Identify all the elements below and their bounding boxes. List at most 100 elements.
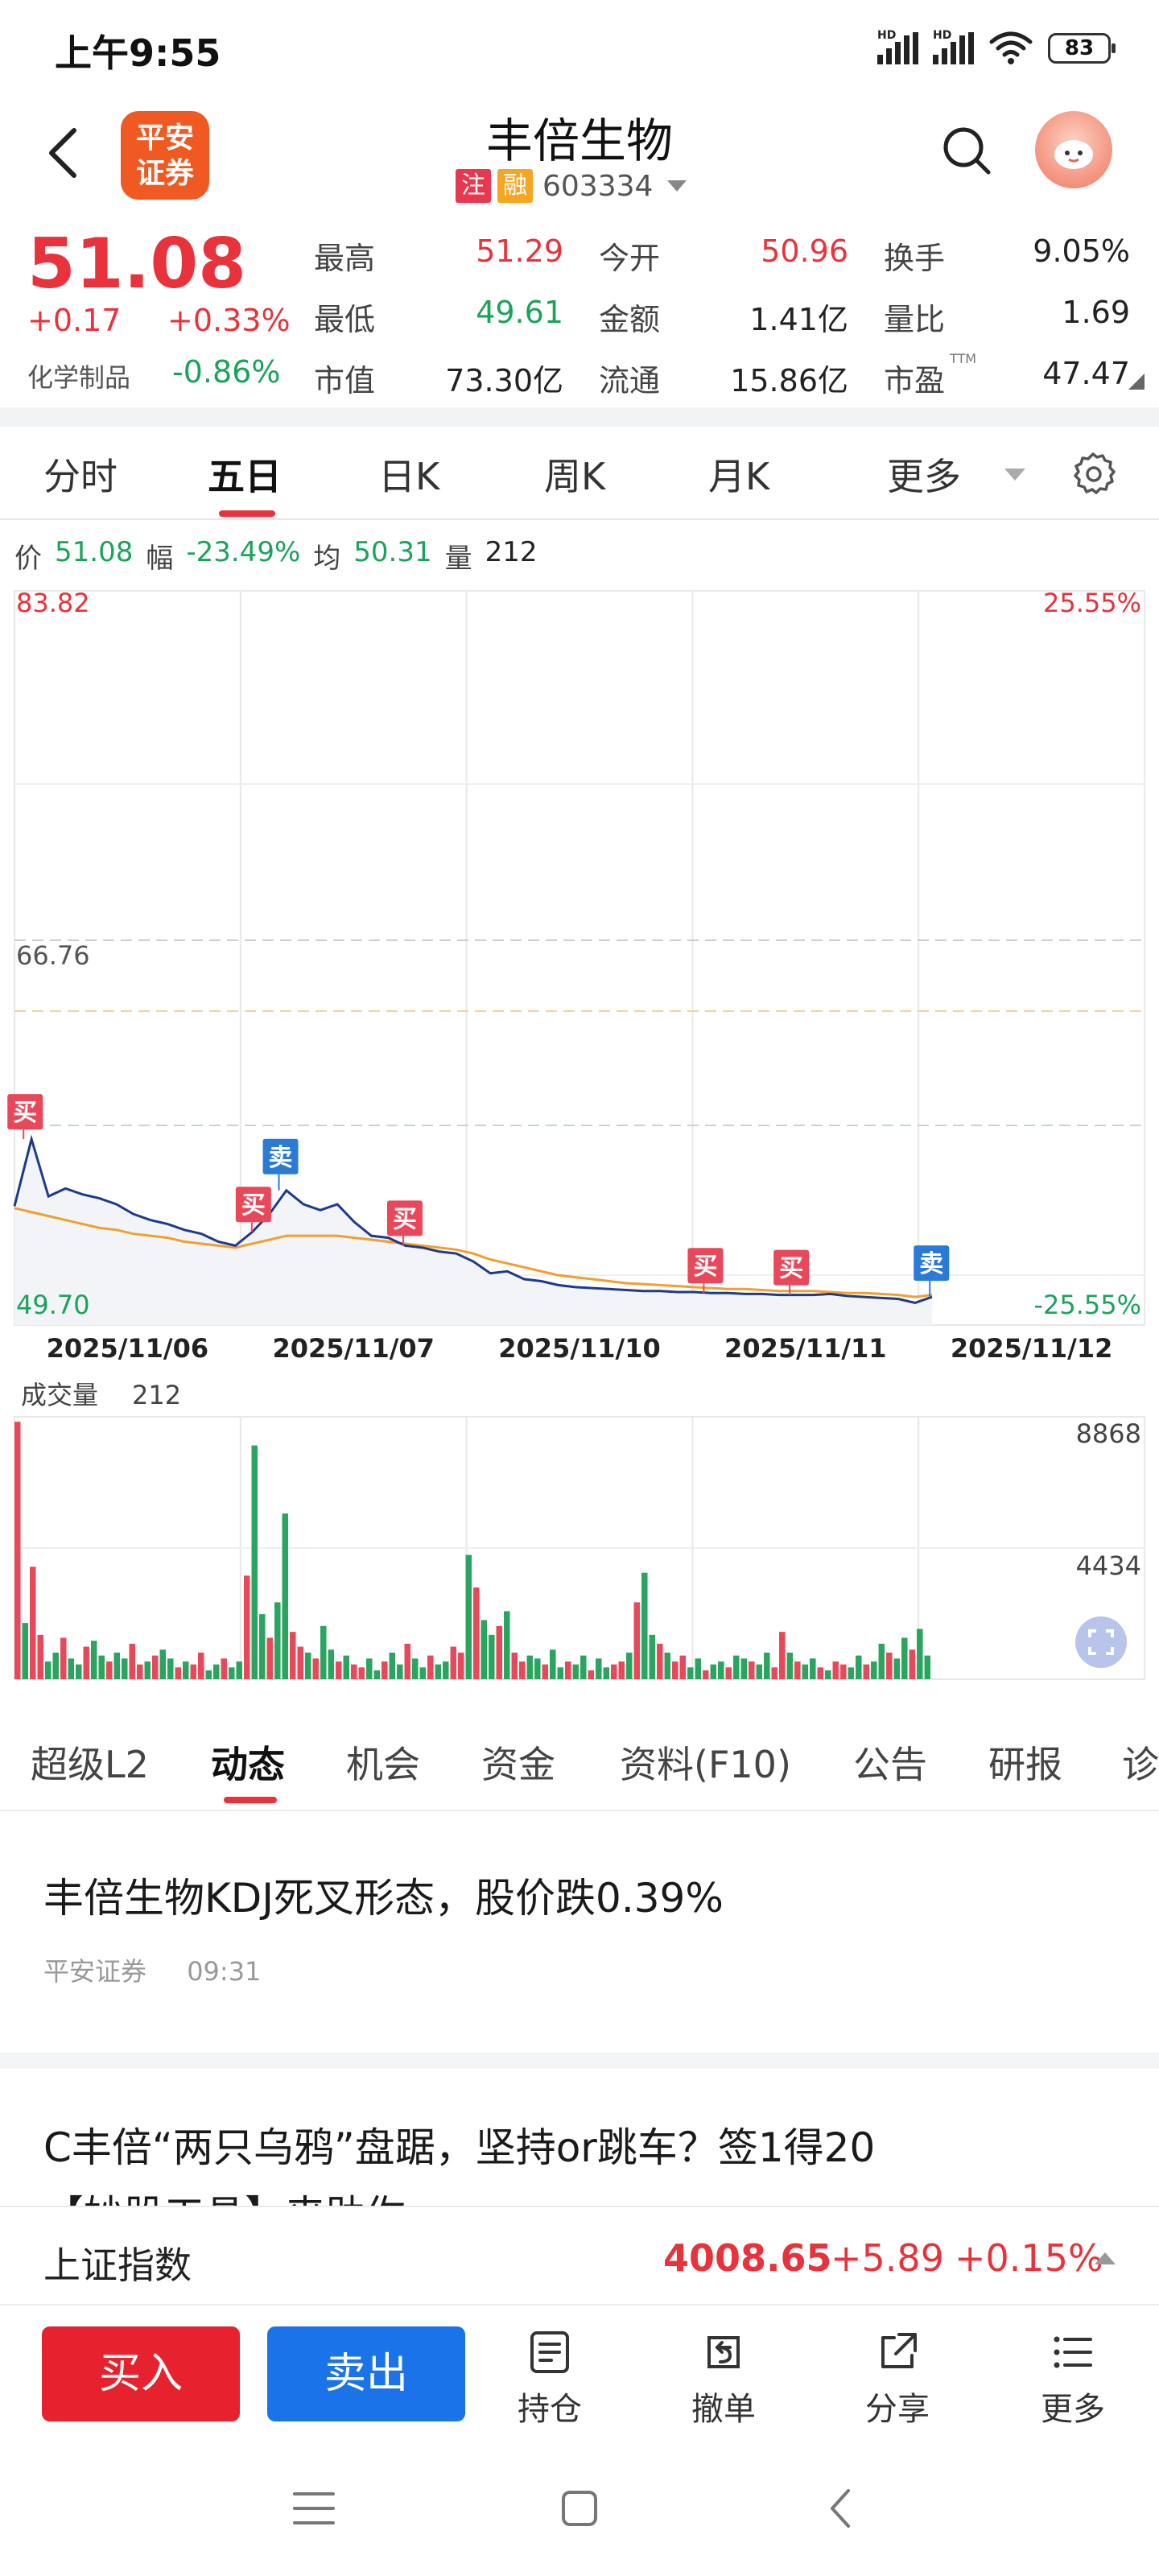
holdings-button[interactable]: 持仓	[489, 2330, 610, 2429]
tab-diagnosis[interactable]: 诊	[1122, 1743, 1159, 1786]
stock-code-selector[interactable]: 注 融 603334	[456, 169, 687, 203]
svg-text:买: 买	[241, 1191, 266, 1220]
volume-bar	[695, 1658, 702, 1679]
back-arrow-icon[interactable]	[40, 121, 89, 185]
volume-bar	[618, 1661, 625, 1679]
mascot-icon	[1054, 140, 1093, 169]
volume-value: 212	[132, 1380, 181, 1410]
high-value: 51.29	[476, 233, 563, 269]
amount-value: 1.41亿	[749, 302, 848, 337]
volume-bar	[580, 1655, 587, 1679]
volume-bar	[481, 1620, 488, 1679]
share-button[interactable]: 分享	[837, 2330, 958, 2429]
volume-bar	[550, 1649, 556, 1679]
volume-canvas: 成交量 212 8868 4434	[14, 1380, 1145, 1680]
volume-chart[interactable]: 成交量 212 8868 4434	[0, 1368, 1159, 1707]
expand-corner-icon[interactable]	[1128, 374, 1145, 390]
volume-bar	[817, 1667, 824, 1679]
tab-more[interactable]: 更多	[887, 455, 961, 498]
tab-announcements[interactable]: 公告	[853, 1743, 927, 1786]
tab-opportunity[interactable]: 机会	[346, 1743, 420, 1786]
logo-line-1: 平安	[135, 122, 194, 155]
volume-bar	[572, 1664, 580, 1679]
tab-intraday[interactable]: 分时	[43, 455, 118, 498]
svg-text:买: 买	[13, 1099, 37, 1127]
buy-marker[interactable]: 买	[7, 1094, 43, 1140]
buy-button[interactable]: 买入	[42, 2326, 240, 2421]
buy-marker[interactable]: 买	[773, 1249, 810, 1295]
news-item[interactable]: 丰倍生物KDJ死叉形态，股价跌0.39% 平安证券 09:31	[43, 1866, 1122, 1988]
x-axis-label: 2025/11/10	[498, 1333, 661, 1364]
buy-marker[interactable]: 买	[235, 1187, 271, 1232]
news-title: 丰倍生物KDJ死叉形态，股价跌0.39%	[43, 1875, 724, 1922]
x-axis-label: 2025/11/12	[951, 1333, 1113, 1364]
svg-text:卖: 卖	[919, 1250, 943, 1278]
tab-weekly-k[interactable]: 周K	[544, 455, 606, 498]
volume-bar	[443, 1661, 449, 1679]
volume-bar	[496, 1625, 503, 1679]
news-title: C丰倍“两只乌鸦”盘踞，坚持or跳车？签1得20	[43, 2124, 876, 2171]
volume-bar	[305, 1652, 311, 1679]
sell-marker[interactable]: 卖	[914, 1245, 950, 1298]
news-tabs: 超级L2 动态 机会 资金 资料(F10) 公告 研报 诊	[0, 1715, 1159, 1811]
news-item[interactable]: C丰倍“两只乌鸦”盘踞，坚持or跳车？签1得20 【妙股工具】来助你	[43, 2116, 1122, 2206]
volume-bar	[68, 1658, 75, 1679]
tab-five-day[interactable]: 五日	[208, 455, 282, 498]
menu-icon[interactable]	[290, 2486, 338, 2531]
volume-bar	[205, 1670, 212, 1679]
network-hd-label: HD	[877, 29, 897, 42]
buy-marker[interactable]: 买	[687, 1248, 724, 1294]
volume-bar	[122, 1658, 128, 1679]
chevron-up-icon[interactable]	[1095, 2252, 1116, 2264]
volume-bar	[917, 1629, 923, 1679]
stock-name: 丰倍生物	[485, 114, 673, 168]
margin-tag: 融	[497, 169, 533, 203]
tab-daily-k[interactable]: 日K	[378, 455, 440, 498]
volume-bar	[30, 1567, 36, 1679]
volume-bar	[679, 1655, 687, 1679]
cancel-order-button[interactable]: 撤单	[663, 2330, 784, 2429]
home-icon[interactable]	[555, 2484, 604, 2533]
logo-line-2: 证券	[135, 157, 194, 190]
volume-bar	[52, 1652, 60, 1679]
buy-marker[interactable]: 买	[386, 1200, 423, 1246]
search-icon[interactable]	[938, 122, 995, 179]
tab-f10[interactable]: 资料(F10)	[620, 1743, 791, 1786]
tab-research[interactable]: 研报	[988, 1743, 1062, 1786]
five-day-chart[interactable]: 买卖买买买买卖 83.82 25.55% 66.76 49.70 -25.55%…	[0, 580, 1159, 1377]
volume-bar	[588, 1670, 595, 1679]
volume-bar	[733, 1655, 740, 1679]
svg-text:卖: 卖	[269, 1144, 293, 1172]
more-button[interactable]: 更多	[1013, 2330, 1133, 2429]
fullscreen-icon[interactable]	[1075, 1616, 1127, 1668]
volume-bar	[404, 1643, 411, 1679]
x-axis-label: 2025/11/11	[724, 1333, 887, 1364]
index-ticker-bar[interactable]: 上证指数 4008.65 +5.89 +0.15%	[0, 2206, 1159, 2306]
index-name: 上证指数	[43, 2244, 192, 2287]
tab-dynamics[interactable]: 动态	[211, 1743, 285, 1786]
tab-super-l2[interactable]: 超级L2	[31, 1743, 149, 1786]
volume-bar	[450, 1646, 457, 1679]
registration-tag: 注	[456, 169, 491, 203]
sell-button[interactable]: 卖出	[267, 2326, 465, 2421]
volume-bar	[266, 1637, 274, 1679]
cancel-order-label: 撤单	[691, 2391, 756, 2428]
volume-bar	[320, 1625, 327, 1679]
back-icon[interactable]	[821, 2484, 861, 2533]
tab-funds[interactable]: 资金	[481, 1743, 555, 1786]
avatar[interactable]	[1035, 111, 1112, 188]
industry-name[interactable]: 化学制品	[27, 362, 131, 393]
volume-bar	[152, 1655, 159, 1679]
low-value: 49.61	[476, 295, 563, 330]
tab-monthly-k[interactable]: 月K	[708, 455, 770, 498]
volume-bar	[221, 1658, 228, 1679]
volume-bar	[633, 1602, 641, 1679]
turnover-value: 9.05%	[1033, 233, 1130, 269]
volume-bar	[596, 1658, 602, 1679]
volume-bar	[794, 1661, 801, 1679]
volume-bar	[397, 1664, 403, 1679]
volume-bar	[351, 1664, 357, 1679]
gear-icon[interactable]	[1069, 449, 1117, 497]
sell-marker[interactable]: 卖	[262, 1138, 299, 1191]
battery-icon: 83	[1048, 33, 1116, 64]
